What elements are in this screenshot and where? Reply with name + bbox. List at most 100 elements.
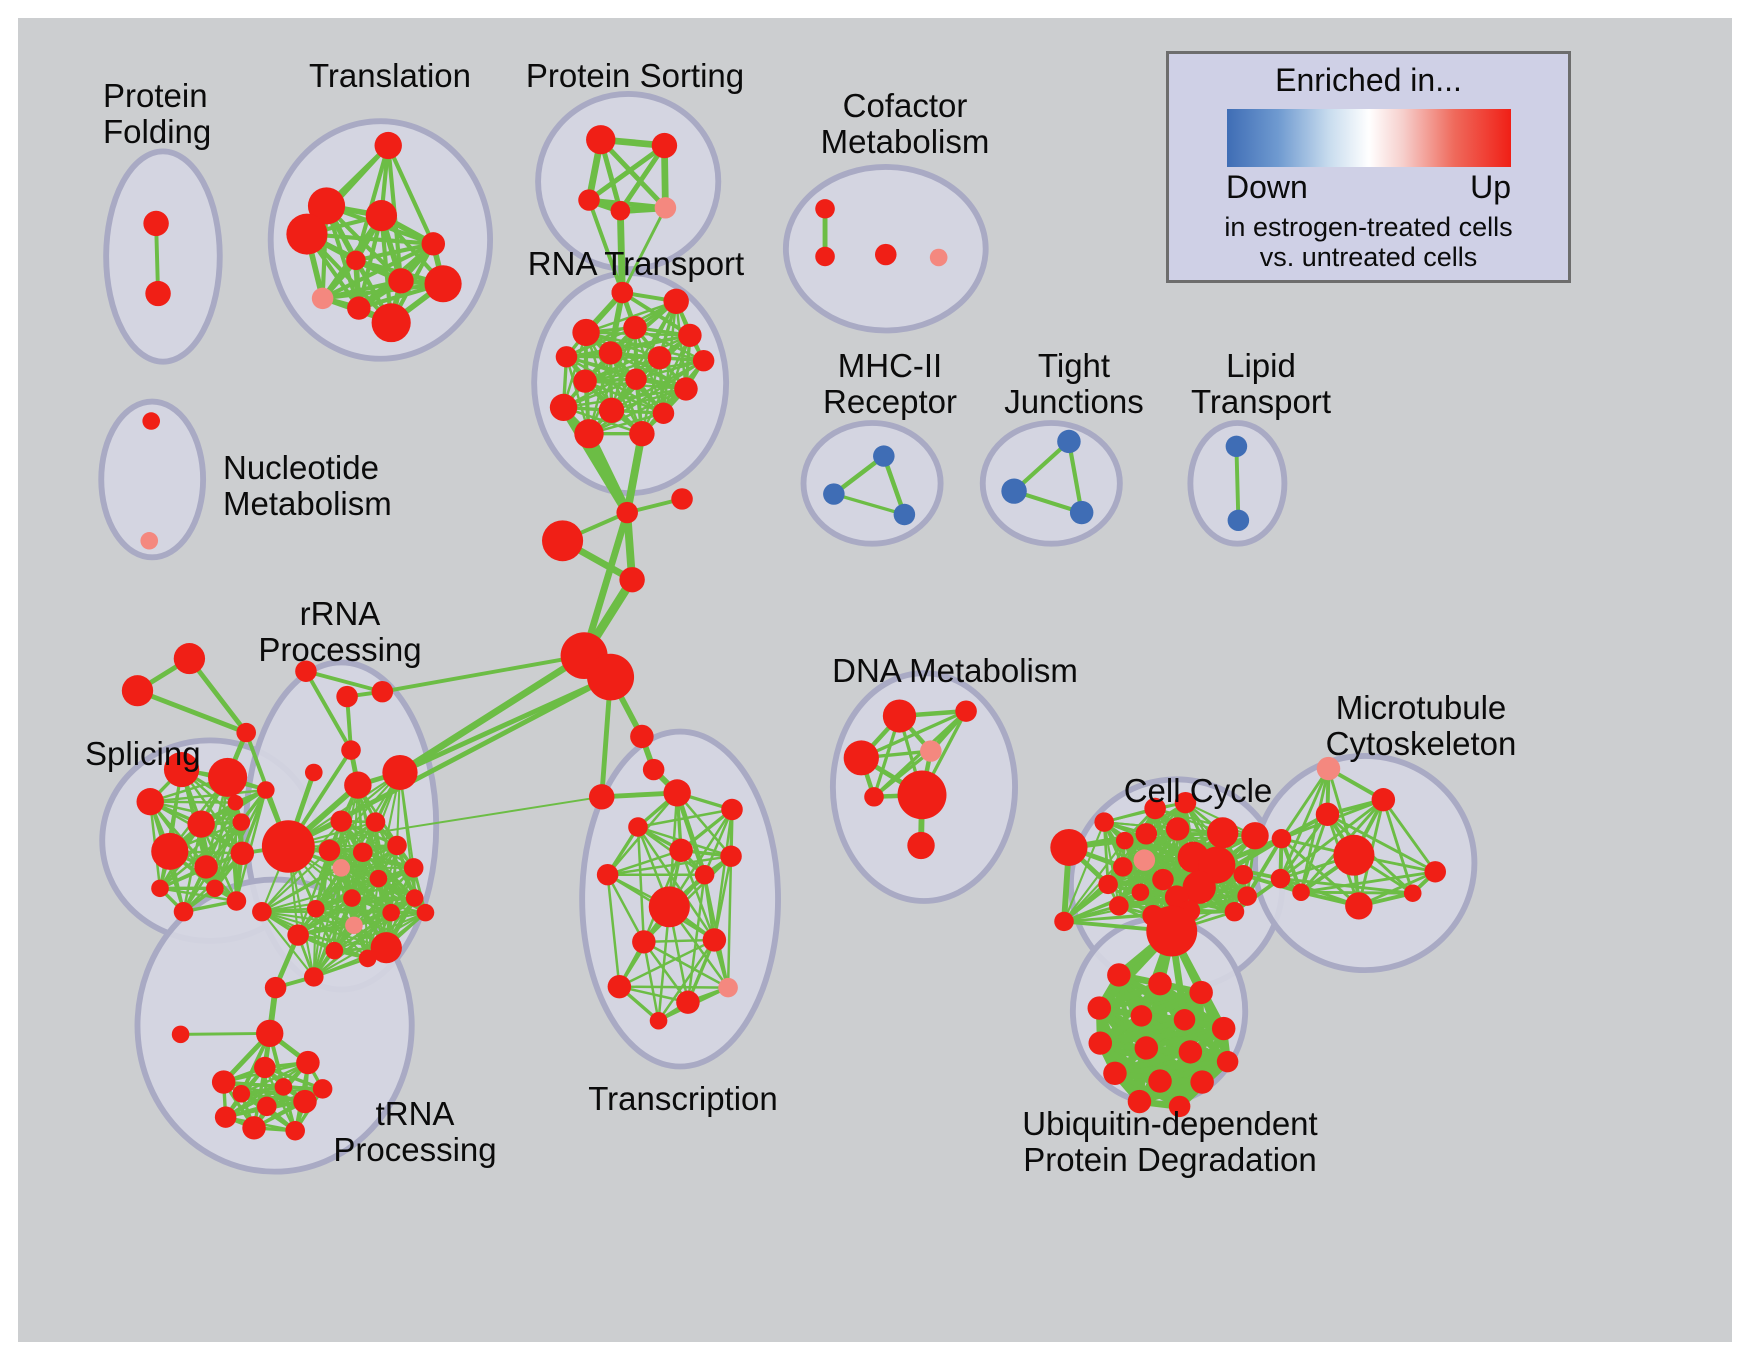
network-node[interactable] [206, 879, 224, 898]
network-node[interactable] [311, 287, 334, 310]
network-node[interactable] [1182, 870, 1216, 904]
network-node[interactable] [619, 567, 645, 593]
network-node[interactable] [365, 200, 398, 232]
network-node[interactable] [345, 916, 363, 935]
network-node[interactable] [907, 831, 935, 860]
network-node[interactable] [1189, 980, 1213, 1005]
network-node[interactable] [1107, 963, 1131, 987]
network-node[interactable] [882, 699, 917, 733]
network-node[interactable] [955, 700, 977, 722]
network-node[interactable] [226, 891, 247, 911]
network-node[interactable] [1094, 812, 1114, 832]
network-node[interactable] [1216, 1050, 1239, 1073]
network-node[interactable] [325, 941, 344, 960]
network-node[interactable] [893, 503, 916, 526]
network-node[interactable] [227, 794, 244, 811]
network-node[interactable] [674, 377, 698, 401]
network-node[interactable] [572, 318, 600, 347]
network-node[interactable] [1134, 1036, 1159, 1060]
network-node[interactable] [303, 967, 324, 987]
network-node[interactable] [632, 930, 656, 954]
network-node[interactable] [242, 1116, 266, 1140]
network-node[interactable] [352, 842, 373, 863]
network-node[interactable] [920, 740, 942, 762]
network-node[interactable] [382, 754, 418, 791]
network-node[interactable] [261, 820, 315, 873]
network-node[interactable] [1050, 828, 1088, 866]
network-node[interactable] [669, 838, 693, 863]
network-node[interactable] [1146, 905, 1198, 957]
network-node[interactable] [151, 832, 189, 870]
network-node[interactable] [424, 265, 462, 303]
network-node[interactable] [1345, 892, 1373, 920]
network-node[interactable] [332, 859, 351, 877]
network-node[interactable] [596, 863, 619, 886]
network-node[interactable] [1178, 1040, 1203, 1064]
network-node[interactable] [1087, 996, 1112, 1020]
network-node[interactable] [236, 722, 257, 743]
network-node[interactable] [388, 268, 414, 294]
network-node[interactable] [293, 1089, 317, 1114]
network-node[interactable] [815, 246, 835, 267]
network-node[interactable] [312, 1079, 333, 1099]
network-node[interactable] [574, 419, 604, 449]
network-node[interactable] [1088, 1031, 1113, 1055]
network-node[interactable] [1333, 834, 1375, 876]
network-node[interactable] [121, 675, 154, 707]
network-node[interactable] [296, 1050, 320, 1075]
network-node[interactable] [1054, 911, 1074, 932]
network-node[interactable] [143, 210, 169, 237]
network-node[interactable] [676, 990, 700, 1014]
network-node[interactable] [1098, 874, 1118, 895]
network-node[interactable] [611, 281, 634, 304]
network-node[interactable] [341, 740, 361, 760]
network-node[interactable] [1103, 1061, 1127, 1085]
network-node[interactable] [671, 488, 693, 510]
network-node[interactable] [823, 483, 845, 505]
network-node[interactable] [1148, 1069, 1172, 1093]
network-node[interactable] [405, 889, 424, 907]
network-node[interactable] [1001, 478, 1027, 504]
network-node[interactable] [843, 740, 879, 776]
network-node[interactable] [616, 501, 638, 524]
network-node[interactable] [875, 243, 897, 266]
network-node[interactable] [232, 813, 251, 831]
network-node[interactable] [1127, 1089, 1152, 1114]
network-node[interactable] [136, 788, 164, 816]
network-node[interactable] [573, 369, 597, 393]
network-node[interactable] [1424, 861, 1447, 883]
network-node[interactable] [330, 810, 352, 832]
network-node[interactable] [1233, 864, 1254, 885]
network-node[interactable] [1109, 896, 1129, 916]
network-node[interactable] [416, 903, 435, 922]
network-node[interactable] [1190, 1070, 1214, 1094]
network-node[interactable] [578, 189, 600, 211]
network-node[interactable] [663, 779, 691, 807]
network-node[interactable] [555, 346, 578, 368]
network-node[interactable] [718, 977, 738, 998]
network-node[interactable] [163, 752, 200, 788]
network-node[interactable] [663, 288, 689, 314]
network-node[interactable] [721, 798, 743, 821]
network-node[interactable] [214, 1106, 237, 1128]
network-node[interactable] [403, 858, 424, 878]
network-node[interactable] [151, 879, 169, 898]
network-node[interactable] [642, 758, 665, 781]
network-node[interactable] [304, 763, 323, 782]
network-node[interactable] [173, 901, 194, 922]
network-node[interactable] [1133, 849, 1156, 871]
network-node[interactable] [1237, 886, 1257, 906]
network-node[interactable] [815, 199, 835, 219]
network-node[interactable] [630, 724, 654, 749]
network-node[interactable] [211, 1070, 236, 1094]
network-node[interactable] [652, 402, 675, 424]
network-node[interactable] [629, 421, 655, 447]
network-node[interactable] [1152, 868, 1174, 891]
network-node[interactable] [873, 445, 895, 467]
network-node[interactable] [607, 974, 632, 999]
network-node[interactable] [145, 280, 171, 307]
network-node[interactable] [264, 976, 287, 999]
network-node[interactable] [1227, 509, 1250, 532]
network-node[interactable] [286, 213, 328, 255]
network-node[interactable] [897, 770, 947, 820]
